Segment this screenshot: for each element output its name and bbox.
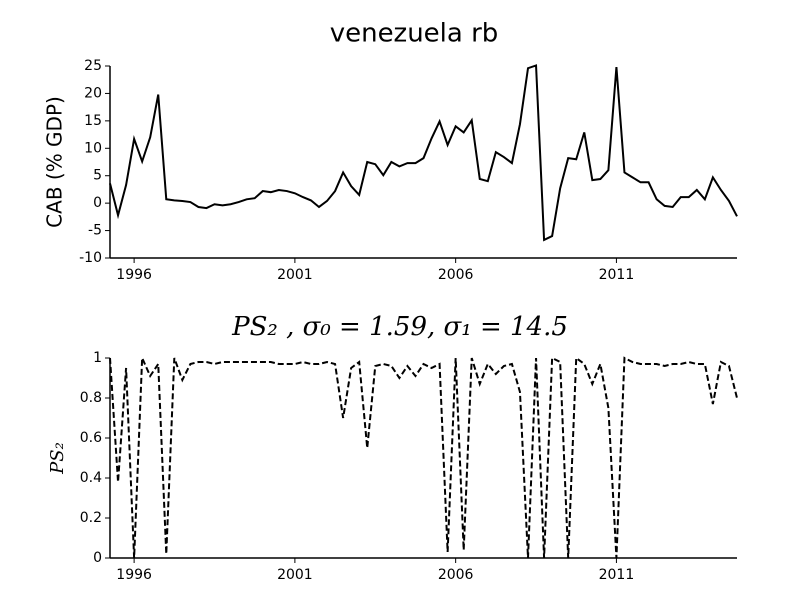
y-axis-label: CAB (% GDP) <box>43 96 67 228</box>
y-tick-label: 1 <box>93 350 102 366</box>
x-tick-label: 2011 <box>599 567 635 583</box>
x-tick-label: 2006 <box>438 267 474 283</box>
y-tick-label: 0.8 <box>80 390 102 406</box>
y-axis-label: PS₂ <box>47 442 68 475</box>
y-tick-label: 5 <box>93 168 102 184</box>
data-line <box>109 64 738 242</box>
x-tick-label: 2001 <box>277 267 313 283</box>
y-tick-label: 25 <box>84 58 102 74</box>
chart-title: PS₂ , σ₀ = 1.59, σ₁ = 14.5 <box>231 312 568 342</box>
y-tick-label: 0 <box>93 550 102 566</box>
y-tick-label: 0.2 <box>80 510 102 526</box>
y-tick-label: -5 <box>88 223 102 239</box>
x-tick-label: 2011 <box>599 267 635 283</box>
y-tick-label: 0 <box>93 195 102 211</box>
x-tick-label: 1996 <box>116 267 152 283</box>
y-tick-label: 0.4 <box>80 470 102 486</box>
chart-title: venezuela rb <box>330 19 499 49</box>
data-line <box>109 356 738 559</box>
y-tick-label: -10 <box>79 250 102 266</box>
y-tick-label: 10 <box>84 140 102 156</box>
y-tick-label: 20 <box>84 85 102 101</box>
y-tick-label: 0.6 <box>80 430 102 446</box>
x-tick-label: 2001 <box>277 567 313 583</box>
x-tick-label: 2006 <box>438 567 474 583</box>
x-tick-label: 1996 <box>116 567 152 583</box>
y-tick-label: 15 <box>84 113 102 129</box>
